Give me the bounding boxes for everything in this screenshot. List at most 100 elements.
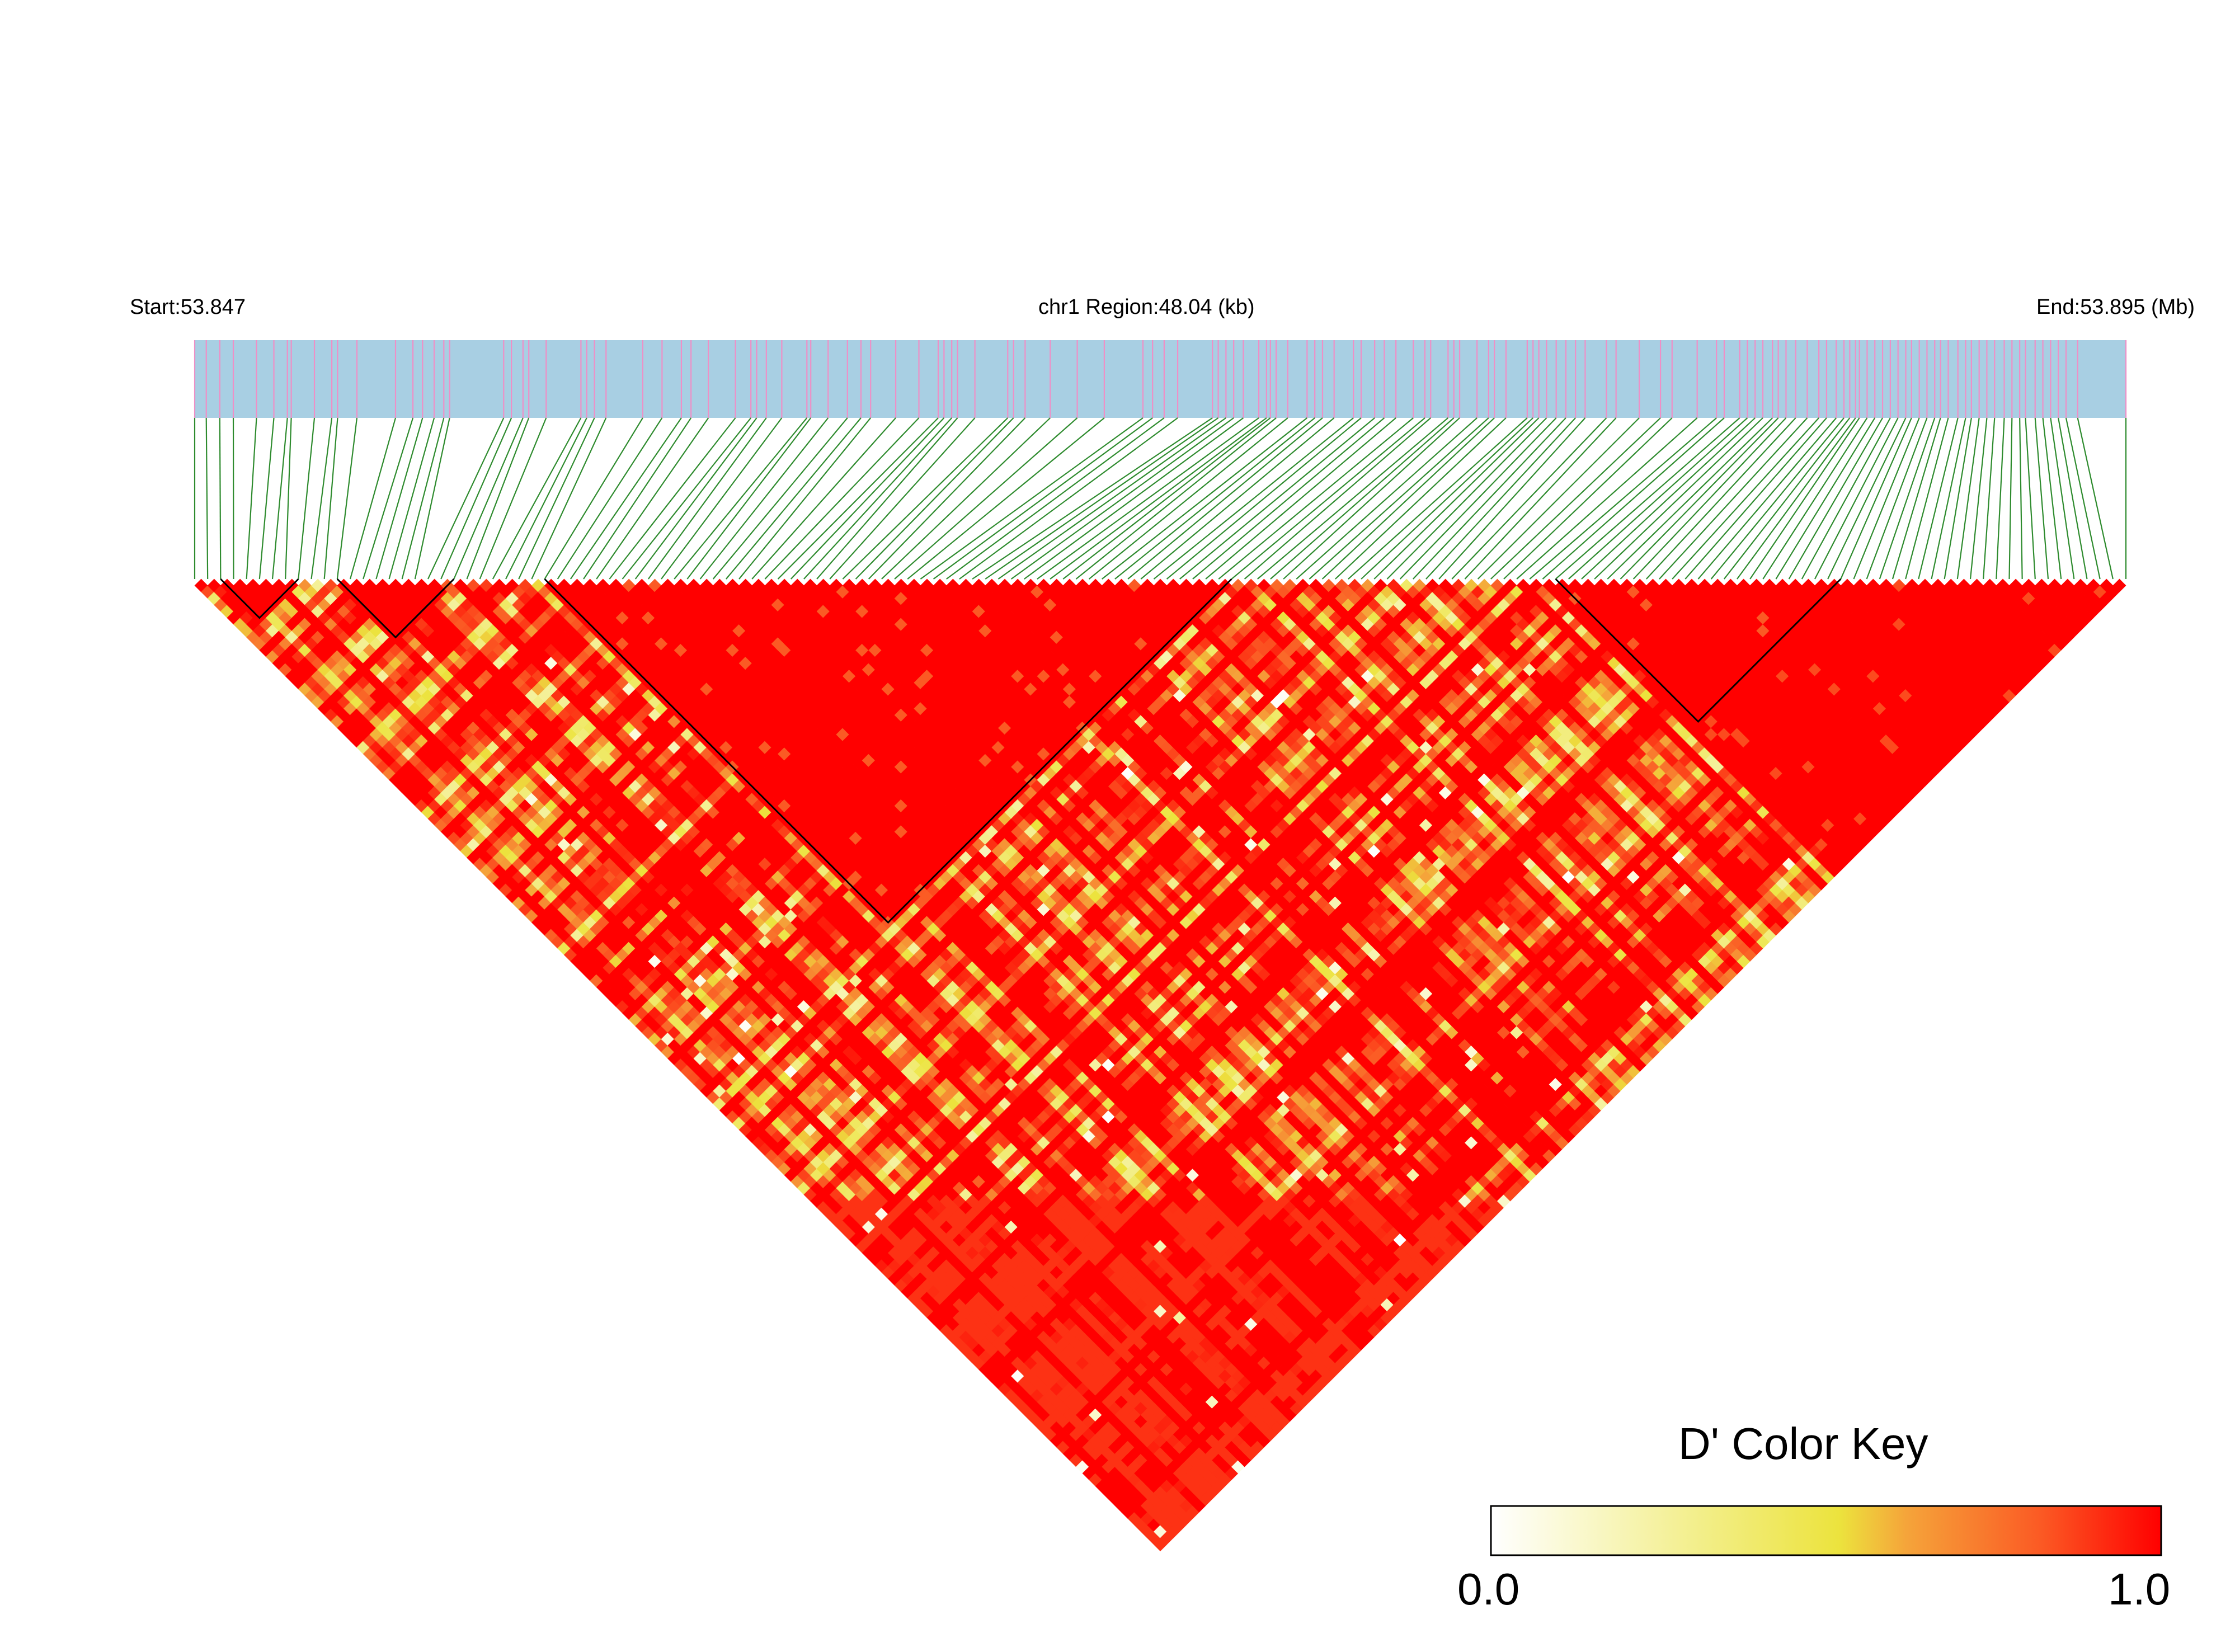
snp-connector (1270, 417, 1455, 580)
snp-connector (401, 417, 445, 580)
snp-connector (1866, 417, 1928, 580)
snp-connector (2019, 417, 2023, 580)
snp-connector (647, 417, 767, 580)
snp-connector (674, 417, 808, 580)
snp-connector (2050, 417, 2075, 580)
snp-connector (1853, 417, 1920, 580)
snp-connector (1632, 417, 1787, 580)
snp-connector (1218, 417, 1414, 580)
snp-connector (1710, 417, 1845, 580)
snp-connector (518, 417, 595, 580)
snp-connector (1490, 417, 1661, 580)
snp-connector (363, 417, 414, 580)
snp-connector (1594, 417, 1763, 580)
snp-connector (544, 417, 643, 580)
snp-connector (323, 417, 338, 580)
snp-connector (972, 417, 1213, 580)
snp-connector (349, 417, 397, 580)
snp-connector (1723, 417, 1851, 580)
snp-connector (1788, 417, 1883, 580)
snp-connector (285, 417, 292, 580)
snp-connector (1179, 417, 1375, 580)
snp-connector (738, 417, 872, 580)
snp-connector (1075, 417, 1277, 580)
snp-connector (1969, 417, 1988, 580)
snp-connector (1102, 417, 1308, 580)
snp-connector (829, 417, 976, 580)
snp-connector (816, 417, 958, 580)
snp-connector (1205, 417, 1396, 580)
snp-connector (1153, 417, 1354, 580)
snp-connector (1672, 417, 1819, 580)
snp-connector (1010, 417, 1234, 580)
snp-connector (1438, 417, 1586, 580)
snp-connector (1918, 417, 1959, 580)
snp-connector (1931, 417, 1966, 580)
snp-connector (1620, 417, 1779, 580)
snp-connector (868, 417, 1026, 580)
snp-connector (1879, 417, 1936, 580)
snp-connector (1192, 417, 1385, 580)
snp-connector (1697, 417, 1837, 580)
snp-connector (1944, 417, 1972, 580)
snp-connector (1425, 417, 1576, 580)
snp-connector (686, 417, 812, 580)
snp-connector (2058, 417, 2088, 580)
snp-connector (894, 417, 1078, 580)
snp-connector (1568, 417, 1748, 580)
snp-connector (1296, 417, 1478, 580)
snp-connector (1386, 417, 1547, 580)
snp-connector (1645, 417, 1796, 580)
snp-connector (1244, 417, 1431, 580)
snp-connector (1529, 417, 1717, 580)
snp-connector (622, 417, 752, 580)
snp-connector (634, 417, 757, 580)
snp-connector (920, 417, 1144, 580)
snp-connector (2025, 417, 2036, 580)
snp-connector (1737, 417, 1856, 580)
snp-connector (699, 417, 829, 580)
snp-connector (1050, 417, 1267, 580)
snp-connector (1037, 417, 1259, 580)
snp-connector (583, 417, 692, 580)
snp-connector (375, 417, 424, 580)
snp-connector (1140, 417, 1335, 580)
snp-connector (1775, 417, 1876, 580)
snp-connector (855, 417, 1014, 580)
snp-connector (1659, 417, 1808, 580)
snp-connector (712, 417, 848, 580)
snp-connector (1088, 417, 1288, 580)
snp-connector (298, 417, 316, 580)
snp-connector (271, 417, 288, 580)
snp-connector (1762, 417, 1868, 580)
snp-connector (557, 417, 663, 580)
snp-connector (2034, 417, 2049, 580)
snp-connector (1464, 417, 1617, 580)
snp-connector (2008, 417, 2013, 580)
snp-connector (1542, 417, 1725, 580)
snp-connector (2065, 417, 2101, 580)
snp-connector (609, 417, 736, 580)
snp-connector (2077, 417, 2114, 580)
snp-connector (1801, 417, 1891, 580)
snp-connector (205, 417, 209, 580)
snp-connector (1891, 417, 1941, 580)
snp-connector (959, 417, 1178, 580)
end-label: End:53.895 (Mb) (2036, 295, 2195, 319)
snp-connector (842, 417, 1009, 580)
snp-connector (1956, 417, 1980, 580)
snp-connector (881, 417, 1051, 580)
snp-connector (1062, 417, 1271, 580)
snp-connector (310, 417, 333, 580)
snp-position-track (195, 340, 2126, 418)
snp-connector (933, 417, 1153, 580)
snp-connector (1283, 417, 1460, 580)
snp-connector (427, 417, 505, 580)
snp-connector (764, 417, 920, 580)
snp-connector (492, 417, 582, 580)
snp-connector (466, 417, 530, 580)
snp-connector (790, 417, 945, 580)
snp-connector (258, 417, 275, 580)
